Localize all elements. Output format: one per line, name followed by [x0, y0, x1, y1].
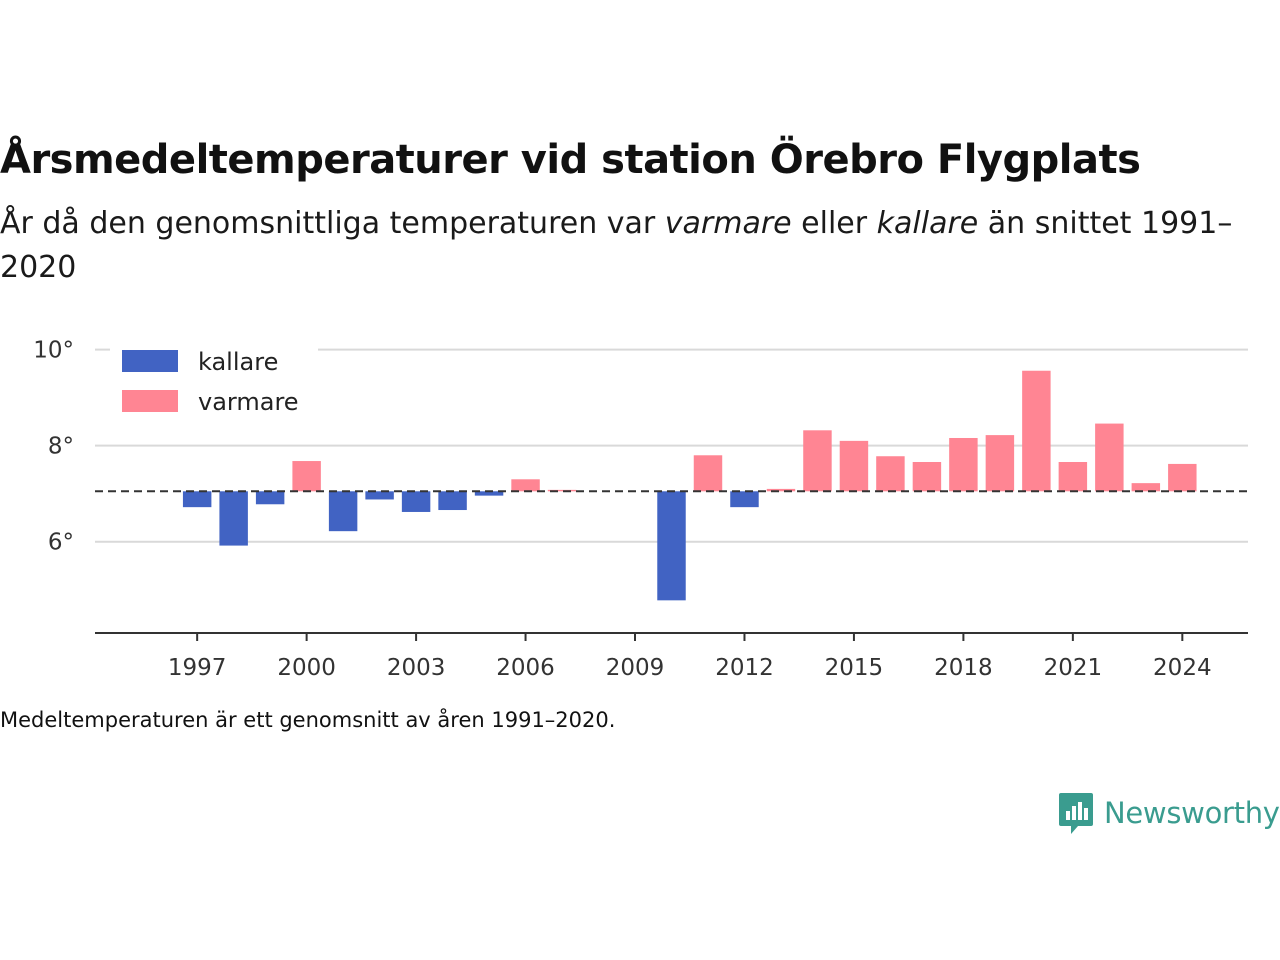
subtitle-warm-word: varmare	[664, 206, 792, 241]
legend-label-varmare: varmare	[198, 388, 299, 416]
bar-2019	[985, 435, 1015, 492]
x-tick-label: 1997	[168, 655, 227, 681]
bar-chart: 1997 2000 2003 2006 2009 2012 2015 2018 2021 2024…	[33, 338, 1248, 681]
x-tick-label: 2003	[387, 655, 446, 681]
bar-2007	[547, 489, 577, 492]
x-tick-label: 2024	[1153, 655, 1212, 681]
bar-2023	[1131, 483, 1161, 492]
newsworthy-logo: Newsworthy	[1058, 790, 1280, 836]
bar-2000	[292, 461, 321, 492]
newsworthy-chat-bars-icon	[1059, 793, 1093, 834]
subtitle-part-1: År då den genomsnittliga temperaturen va…	[0, 206, 665, 241]
chart-footnote: Medeltemperaturen är ett genomsnitt av å…	[0, 708, 616, 732]
y-tick-label: 8°	[48, 434, 74, 460]
y-tick-label: 10°	[33, 338, 74, 364]
subtitle-part-2: eller	[791, 206, 877, 241]
bar-2014	[803, 430, 832, 492]
legend-swatch-kallare	[122, 350, 178, 372]
bar-2003	[401, 491, 431, 512]
bar-2002	[365, 491, 394, 500]
x-tick-label: 2015	[825, 655, 884, 681]
bar-2016	[876, 456, 905, 492]
bar-2004	[438, 491, 467, 511]
bar-1999	[255, 491, 285, 505]
x-tick-label: 2006	[496, 655, 555, 681]
bar-2021	[1058, 462, 1088, 492]
bar-2005	[474, 491, 504, 496]
bar-2018	[949, 437, 978, 492]
bar-2001	[328, 491, 358, 532]
bar-2010	[657, 491, 686, 601]
y-axis-tick-labels: 6° 8° 10°	[33, 338, 74, 556]
legend-label-kallare: kallare	[198, 348, 278, 376]
logo-text: Newsworthy	[1104, 796, 1280, 830]
bars	[182, 370, 1197, 601]
x-tick-label: 2018	[934, 655, 993, 681]
bar-2013	[766, 488, 796, 492]
x-tick-label: 2021	[1044, 655, 1103, 681]
legend: kallare varmare	[110, 344, 318, 428]
bar-2006	[511, 479, 540, 492]
x-tick-label: 2012	[715, 655, 774, 681]
bar-2022	[1095, 423, 1124, 492]
subtitle-part-3: än snittet 1991–2020	[0, 206, 1233, 285]
legend-swatch-varmare	[122, 390, 178, 412]
x-tick-label: 2009	[606, 655, 665, 681]
subtitle-cold-word: kallare	[876, 206, 979, 241]
bar-2017	[912, 462, 942, 492]
bar-2020	[1022, 370, 1051, 492]
bar-2015	[839, 440, 869, 492]
bar-1997	[182, 491, 212, 508]
bar-1998	[219, 491, 248, 546]
bar-2011	[693, 455, 723, 492]
x-tick-label: 2000	[277, 655, 336, 681]
y-tick-label: 6°	[48, 530, 74, 556]
chart-subtitle: År då den genomsnittliga temperaturen va…	[0, 202, 1240, 290]
bar-2012	[730, 491, 759, 508]
chart-title: Årsmedeltemperaturer vid station Örebro …	[0, 137, 1141, 183]
x-axis: 1997 2000 2003 2006 2009 2012 2015 2018 2021 2024	[95, 632, 1248, 681]
bar-2024	[1168, 463, 1197, 492]
